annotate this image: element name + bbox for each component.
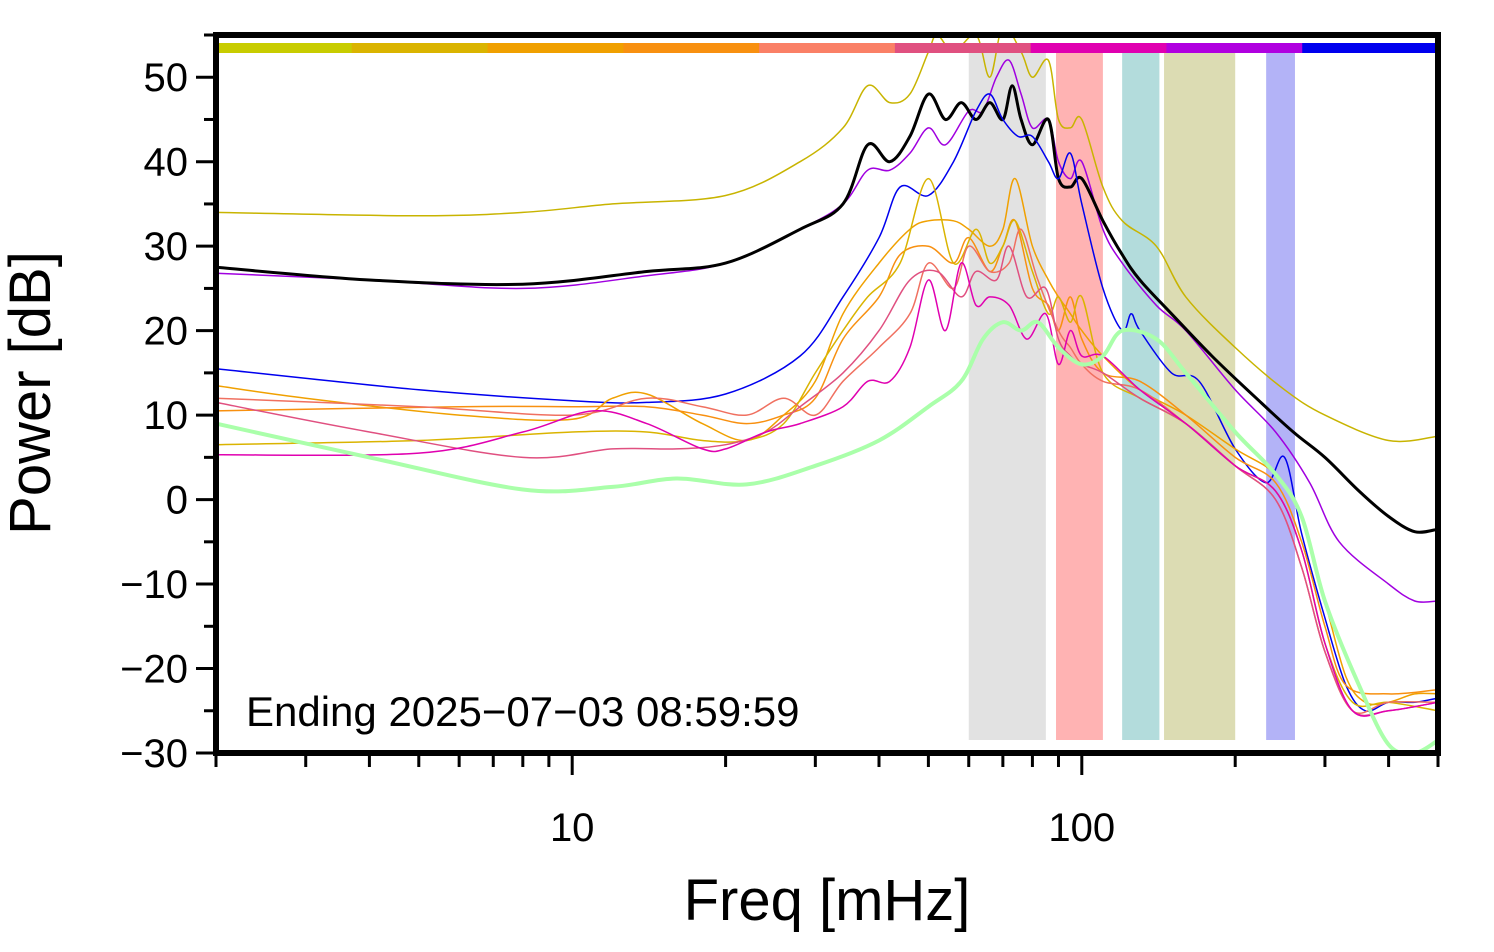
x-tick-label: 10 bbox=[550, 806, 595, 850]
spectrum-line-6 bbox=[216, 218, 1438, 695]
frequency-band bbox=[1164, 46, 1236, 740]
frequency-band bbox=[1056, 46, 1103, 740]
y-axis-label: Power [dB] bbox=[0, 251, 63, 535]
spectrum-line-2 bbox=[216, 59, 1438, 603]
y-tick-label: −20 bbox=[120, 648, 188, 692]
color-bar-segment bbox=[1030, 43, 1167, 53]
spectrum-line-9 bbox=[216, 245, 1438, 717]
spectrum-line-3 bbox=[216, 84, 1438, 534]
spectrum-line-11 bbox=[216, 319, 1438, 753]
spectrum-line-10 bbox=[216, 262, 1438, 717]
color-bar-segment bbox=[623, 43, 760, 53]
spectrum-line-4 bbox=[216, 93, 1438, 713]
color-bar-segment bbox=[894, 43, 1032, 53]
y-tick-label: 10 bbox=[144, 394, 189, 438]
color-legend-bar bbox=[216, 43, 1439, 53]
color-bar-segment bbox=[1166, 43, 1303, 53]
plot-frame bbox=[213, 32, 1441, 756]
color-bar-segment bbox=[216, 43, 353, 53]
y-tick-label: −10 bbox=[120, 563, 188, 607]
y-tick-label: 20 bbox=[144, 310, 189, 354]
x-tick-label: 100 bbox=[1048, 806, 1115, 850]
spectrum-line-8 bbox=[216, 228, 1438, 714]
frequency-band bbox=[1266, 46, 1295, 740]
color-bar-segment bbox=[487, 43, 624, 53]
spectrum-line-7 bbox=[216, 177, 1438, 712]
spectrum-line-1 bbox=[216, 35, 1438, 443]
frequency-band bbox=[968, 46, 1046, 740]
y-tick-label: 30 bbox=[144, 225, 189, 269]
color-bar-segment bbox=[351, 43, 489, 53]
annotation-timestamp: Ending 2025−07−03 08:59:59 bbox=[246, 688, 800, 735]
color-bar-segment bbox=[1302, 43, 1439, 53]
y-tick-label: 40 bbox=[144, 141, 189, 185]
x-axis: 10 100 bbox=[214, 753, 1440, 850]
y-tick-label: 50 bbox=[144, 56, 189, 100]
y-axis: −30 −20 −10 0 10 20 30 40 50 bbox=[120, 33, 216, 776]
x-axis-label: Freq [mHz] bbox=[684, 868, 971, 933]
spectrum-lines bbox=[216, 35, 1438, 753]
y-tick-label: −30 bbox=[120, 732, 188, 776]
color-bar-segment bbox=[759, 43, 896, 53]
y-tick-label: 0 bbox=[166, 479, 188, 523]
